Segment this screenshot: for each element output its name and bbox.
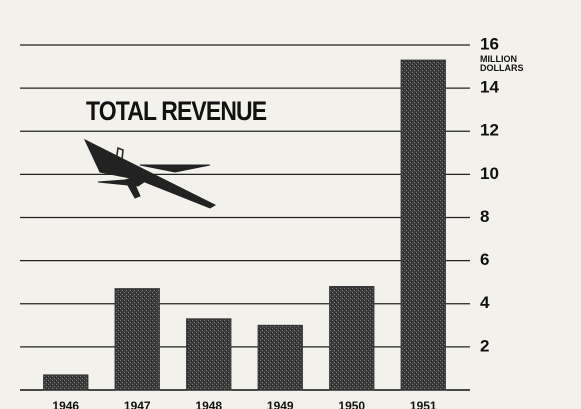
y-tick-label: 12 xyxy=(480,121,499,140)
y-tick-label: 4 xyxy=(480,293,490,312)
bar xyxy=(187,319,231,390)
x-tick-label: 1947 xyxy=(124,399,151,409)
y-tick-label: 6 xyxy=(480,250,489,269)
page: {"chart_data": {"type": "bar", "title": … xyxy=(0,0,581,409)
y-tick-label: 16 xyxy=(480,34,499,53)
y-tick-label: 2 xyxy=(480,336,489,355)
x-tick-label: 1951 xyxy=(410,399,437,409)
bar xyxy=(44,375,88,390)
bar xyxy=(115,289,159,390)
x-tick-label: 1950 xyxy=(338,399,365,409)
chart-title: TOTAL REVENUE xyxy=(86,96,266,127)
bar xyxy=(258,325,302,390)
y-tick-label: 14 xyxy=(480,78,499,97)
x-tick-label: 1949 xyxy=(267,399,294,409)
y-tick-label: 8 xyxy=(480,207,489,226)
y-tick-label: 10 xyxy=(480,164,499,183)
bar xyxy=(330,287,374,391)
bar xyxy=(401,60,445,390)
x-tick-label: 1946 xyxy=(52,399,79,409)
y-axis-label: MILLION DOLLARS xyxy=(480,55,530,73)
x-tick-label: 1948 xyxy=(195,399,222,409)
